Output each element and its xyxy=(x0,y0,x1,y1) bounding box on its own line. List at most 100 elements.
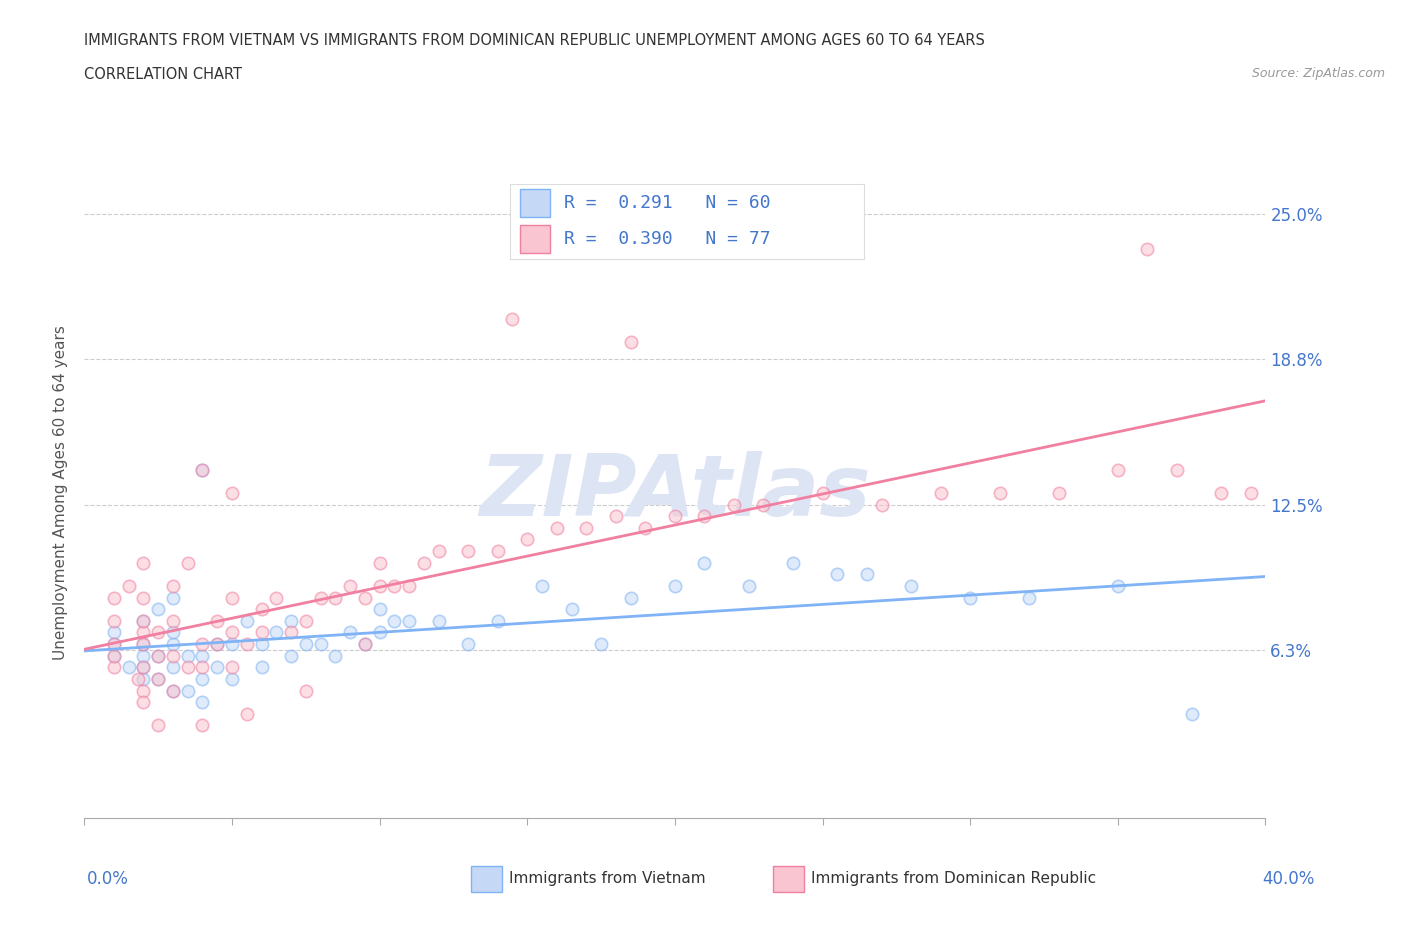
Point xyxy=(132,695,155,710)
Point xyxy=(191,718,214,733)
Point xyxy=(221,591,243,605)
Point xyxy=(103,648,125,663)
Point xyxy=(118,578,141,593)
Point xyxy=(162,637,184,652)
Point xyxy=(664,509,686,524)
Point xyxy=(382,578,406,593)
Point xyxy=(236,614,259,629)
Point xyxy=(191,637,214,652)
Point xyxy=(368,555,391,570)
Point xyxy=(546,521,568,536)
Point xyxy=(162,578,184,593)
Point xyxy=(191,462,214,477)
Point xyxy=(575,521,598,536)
Point xyxy=(132,660,155,675)
Point xyxy=(782,555,804,570)
Text: Source: ZipAtlas.com: Source: ZipAtlas.com xyxy=(1251,67,1385,80)
Point xyxy=(221,637,243,652)
Point xyxy=(339,578,361,593)
Point xyxy=(191,695,214,710)
Point xyxy=(413,555,436,570)
Bar xyxy=(520,189,550,218)
Point xyxy=(177,555,200,570)
Point xyxy=(354,591,377,605)
Point xyxy=(132,614,155,629)
Point xyxy=(280,625,302,640)
Point xyxy=(103,625,125,640)
Text: Immigrants from Vietnam: Immigrants from Vietnam xyxy=(509,871,706,886)
Text: CORRELATION CHART: CORRELATION CHART xyxy=(84,67,242,82)
Point xyxy=(132,637,155,652)
Point xyxy=(368,625,391,640)
Point xyxy=(354,637,377,652)
Point xyxy=(162,648,184,663)
Bar xyxy=(520,225,550,253)
Point xyxy=(1107,462,1129,477)
Point xyxy=(382,614,406,629)
Point xyxy=(693,509,716,524)
Point xyxy=(221,660,243,675)
Point xyxy=(693,555,716,570)
Point xyxy=(929,485,952,500)
Point xyxy=(264,591,288,605)
Point xyxy=(103,591,125,605)
Point xyxy=(959,591,981,605)
Point xyxy=(250,625,273,640)
Text: Immigrants from Dominican Republic: Immigrants from Dominican Republic xyxy=(811,871,1097,886)
Y-axis label: Unemployment Among Ages 60 to 64 years: Unemployment Among Ages 60 to 64 years xyxy=(53,326,69,660)
Point xyxy=(132,671,155,686)
Point xyxy=(177,684,200,698)
Point xyxy=(148,625,170,640)
Point xyxy=(103,660,125,675)
Point xyxy=(516,532,538,547)
Text: IMMIGRANTS FROM VIETNAM VS IMMIGRANTS FROM DOMINICAN REPUBLIC UNEMPLOYMENT AMONG: IMMIGRANTS FROM VIETNAM VS IMMIGRANTS FR… xyxy=(84,33,986,47)
Point xyxy=(457,637,479,652)
Point xyxy=(264,625,288,640)
Point xyxy=(191,660,214,675)
Point xyxy=(132,555,155,570)
Point xyxy=(1166,462,1188,477)
Point xyxy=(1181,707,1204,722)
Point xyxy=(634,521,657,536)
Point xyxy=(738,578,761,593)
Point xyxy=(250,637,273,652)
Point xyxy=(205,637,228,652)
Point xyxy=(162,591,184,605)
Text: 40.0%: 40.0% xyxy=(1263,870,1315,888)
Point xyxy=(280,648,302,663)
Point xyxy=(177,648,200,663)
Point xyxy=(148,602,170,617)
Point xyxy=(501,312,523,326)
Text: 0.0%: 0.0% xyxy=(87,870,129,888)
Point xyxy=(811,485,834,500)
Point xyxy=(162,625,184,640)
Point xyxy=(591,637,613,652)
Point xyxy=(162,660,184,675)
Point xyxy=(148,648,170,663)
Point xyxy=(323,648,347,663)
Point xyxy=(900,578,922,593)
Point xyxy=(295,637,318,652)
Point xyxy=(127,671,149,686)
Text: ZIPAtlas: ZIPAtlas xyxy=(479,451,870,535)
Point xyxy=(457,544,479,559)
Point xyxy=(221,625,243,640)
Point xyxy=(486,614,509,629)
Point xyxy=(398,578,420,593)
Point xyxy=(205,660,228,675)
Point xyxy=(191,648,214,663)
Point xyxy=(132,648,155,663)
Point xyxy=(132,591,155,605)
Point xyxy=(619,591,641,605)
Point xyxy=(132,614,155,629)
Point xyxy=(103,637,125,652)
Point xyxy=(148,671,170,686)
Point xyxy=(427,614,450,629)
Point xyxy=(280,614,302,629)
Point xyxy=(605,509,627,524)
Point xyxy=(427,544,450,559)
Point xyxy=(295,684,318,698)
Point xyxy=(752,498,775,512)
Text: R =  0.291   N = 60: R = 0.291 N = 60 xyxy=(564,194,770,212)
Point xyxy=(148,718,170,733)
